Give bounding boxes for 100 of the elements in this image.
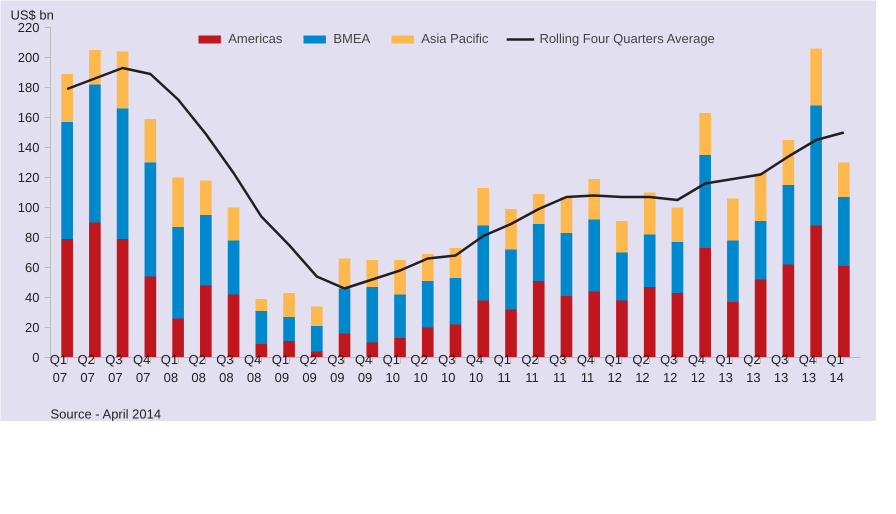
bar	[477, 188, 490, 226]
bar	[672, 242, 684, 293]
bar	[255, 311, 268, 344]
bar	[754, 173, 766, 221]
bar	[338, 288, 350, 334]
x-tick-label: Q2 13	[743, 352, 761, 385]
x-tick-label: Q2 12	[632, 352, 650, 385]
x-tick-label: Q2 08	[188, 352, 206, 385]
bar	[200, 215, 212, 286]
bar	[505, 250, 517, 310]
bar	[588, 179, 600, 220]
y-tick-label: 200	[18, 50, 40, 65]
x-tick-label: Q1 10	[382, 352, 400, 385]
bar	[672, 208, 684, 242]
legend-label: Asia Pacific	[421, 31, 488, 46]
bar	[255, 299, 268, 311]
x-tick-label: Q3 08	[216, 352, 234, 385]
x-tick-label: Q4 08	[244, 352, 262, 385]
x-tick-label: Q3 07	[105, 352, 123, 385]
y-tick-label: 140	[18, 140, 40, 155]
bar	[450, 278, 462, 324]
bar	[532, 194, 545, 224]
bar	[116, 108, 128, 239]
x-tick-label: Q1 14	[826, 352, 844, 385]
bar	[394, 260, 406, 294]
bar	[283, 317, 295, 341]
x-tick-label: Q1 13	[716, 352, 733, 385]
x-tick-label: Q3 10	[438, 352, 456, 385]
bar	[616, 221, 628, 252]
x-tick-label: Q4 12	[688, 352, 706, 385]
y-tick-label: 0	[32, 350, 40, 365]
legend-label: BMEA	[333, 31, 370, 46]
x-tick-label: Q2 10	[410, 352, 428, 385]
x-tick-label: Q4 09	[354, 352, 372, 385]
bar	[310, 306, 323, 326]
bar	[532, 224, 545, 281]
legend-label: Americas	[228, 31, 282, 46]
x-tick-label: Q2 07	[78, 352, 95, 385]
x-tick-label: Q4 10	[466, 352, 484, 385]
bar	[644, 192, 656, 234]
bar	[699, 113, 711, 155]
bar	[450, 248, 462, 278]
y-tick-label: 100	[18, 200, 40, 215]
bar	[310, 326, 323, 352]
bar	[810, 106, 822, 226]
bar	[838, 162, 850, 197]
x-tick-label: Q1 12	[604, 352, 622, 385]
bar	[394, 294, 406, 338]
y-axis-title: US$ bn	[10, 8, 54, 22]
bar	[338, 258, 350, 288]
y-tick-label: 180	[18, 80, 40, 95]
bar	[588, 220, 600, 292]
x-tick-label: Q1 11	[494, 352, 511, 385]
bar	[782, 185, 794, 264]
bar	[61, 122, 73, 239]
bar	[89, 50, 101, 84]
bar	[144, 119, 156, 162]
bar	[144, 162, 156, 276]
y-tick-label: 160	[18, 110, 40, 125]
bar	[782, 140, 794, 185]
bar	[477, 226, 490, 300]
y-tick-label: 220	[18, 20, 40, 35]
legend-label: Rolling Four Quarters Average	[539, 31, 715, 46]
bar	[89, 84, 101, 222]
x-tick-label: Q1 08	[160, 352, 178, 385]
x-tick-label: Q2 11	[521, 352, 539, 385]
y-tick-label: 80	[25, 230, 40, 245]
y-tick-label: 20	[25, 320, 40, 335]
line-series	[66, 66, 846, 290]
bar	[560, 233, 572, 296]
bar	[283, 293, 295, 317]
bar	[644, 234, 656, 287]
x-tick-label: Q1 07	[50, 352, 68, 385]
bar	[228, 240, 240, 294]
bar	[61, 74, 73, 122]
bar	[228, 208, 240, 240]
x-tick-label: Q2 09	[299, 352, 317, 385]
bar	[200, 180, 212, 215]
y-tick-label: 40	[25, 290, 40, 305]
x-tick-label: Q1 09	[272, 352, 290, 385]
x-tick-label: Q3 12	[660, 352, 678, 385]
bar	[422, 281, 434, 328]
y-tick-label: 120	[18, 170, 40, 185]
bar	[560, 197, 572, 233]
bar	[116, 52, 128, 108]
bar	[727, 198, 739, 240]
bar	[172, 178, 184, 227]
bar	[810, 48, 822, 106]
source-note: Source - April 2014	[50, 406, 162, 422]
x-tick-label: Q3 09	[327, 352, 345, 385]
bar	[172, 227, 184, 318]
bar	[699, 155, 711, 248]
bar	[505, 209, 517, 250]
x-tick-label: Q4 07	[133, 352, 150, 385]
x-tick-label: Q4 11	[576, 352, 594, 385]
bar	[366, 287, 378, 342]
x-tick-label: Q4 13	[798, 352, 816, 385]
bar	[616, 252, 628, 300]
bar	[727, 240, 739, 302]
x-tick-label: Q3 13	[771, 352, 788, 385]
